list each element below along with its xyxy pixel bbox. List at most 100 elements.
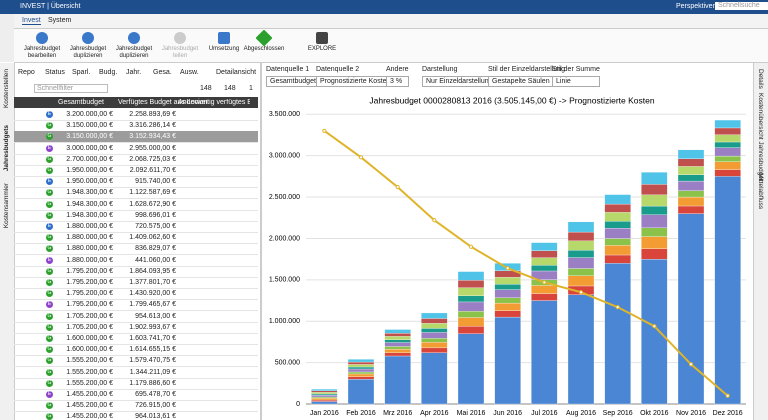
control: DarstellungNur Einzeldarstellung <box>422 66 497 87</box>
filter-dropdown[interactable]: Sparl. <box>72 69 90 76</box>
table-row[interactable]: G1.705.200,00 €1.902.993,67 € <box>14 322 258 334</box>
side-tab[interactable]: Kostenübersicht Jahresbudget <box>757 93 764 181</box>
status-icon: G <box>46 324 53 331</box>
filter-dropdown[interactable]: Jahr. <box>126 69 141 76</box>
bar-segment <box>605 204 631 212</box>
status-icon: G <box>46 380 53 387</box>
line-point <box>359 156 362 159</box>
button-label: Jahresbudget duplizieren <box>70 46 106 59</box>
table-row[interactable]: G2.700.000,00 €2.068.725,03 € <box>14 154 258 166</box>
control-select[interactable]: Nur Einzeldarstellung <box>422 76 497 87</box>
quick-filter[interactable]: Schnellfilter <box>34 84 108 93</box>
bar-segment <box>385 330 411 334</box>
x-tick-label: Sep 2016 <box>603 410 633 417</box>
table-row[interactable]: G1.795.200,00 €1.864.093,95 € <box>14 266 258 278</box>
bar-segment <box>641 228 667 237</box>
side-tab[interactable]: Jahresbudgets <box>3 125 10 171</box>
table-row[interactable]: G1.950.000,00 €2.092.611,70 € <box>14 165 258 177</box>
control-select[interactable]: Gesamtbudget <box>266 76 320 87</box>
tab[interactable]: Invest <box>22 17 41 25</box>
table-row[interactable]: E1.880.000,00 €720.575,00 € <box>14 221 258 233</box>
line-point <box>579 291 582 294</box>
bar-segment <box>311 394 337 395</box>
bar-segment <box>495 290 521 298</box>
cell: 1.880.000,00 € <box>66 234 113 241</box>
bar-segment <box>678 214 704 404</box>
bar-segment <box>458 288 484 296</box>
side-tab[interactable]: Details <box>757 69 764 89</box>
count: 1 <box>249 85 253 92</box>
table-row[interactable]: G1.600.000,00 €1.603.741,70 € <box>14 333 258 345</box>
view-select[interactable]: Detailansicht <box>216 69 256 76</box>
table-row[interactable]: G1.455.200,00 €964.013,61 € <box>14 411 258 420</box>
table-row[interactable]: E1.950.000,00 €915.740,00 € <box>14 176 258 188</box>
bar-segment <box>531 258 557 266</box>
control-select[interactable]: Linie <box>552 76 600 87</box>
table-row[interactable]: G1.555.200,00 €1.179.886,60 € <box>14 378 258 390</box>
filter-dropdown[interactable]: Ausw. <box>180 69 199 76</box>
table-row[interactable]: E1.880.000,00 €441.060,00 € <box>14 255 258 267</box>
column-header[interactable]: Gesamtbudget <box>58 99 104 106</box>
table-row[interactable]: G3.150.000,00 €3.316.286,14 € <box>14 120 258 132</box>
control-select[interactable]: 3 % <box>386 76 409 87</box>
table-row[interactable]: G1.555.200,00 €1.579.470,75 € <box>14 355 258 367</box>
status-icon: G <box>46 413 53 420</box>
table-row[interactable]: G1.795.200,00 €1.377.801,70 € <box>14 277 258 289</box>
table-row[interactable]: G1.795.200,00 €1.430.920,00 € <box>14 288 258 300</box>
bar-segment <box>568 250 594 257</box>
table-row[interactable]: G1.600.000,00 €1.614.655,15 € <box>14 344 258 356</box>
ribbon-button[interactable]: Jahresbudget duplizieren <box>66 32 110 60</box>
ribbon-button[interactable]: Jahresbudget bearbeiten <box>20 32 64 60</box>
bar-segment <box>605 263 631 404</box>
ribbon-button[interactable]: Umsetzung <box>202 32 246 53</box>
table-row[interactable]: E1.795.200,00 €1.799.465,67 € <box>14 299 258 311</box>
cell: 2.700.000,00 € <box>66 156 113 163</box>
status-icon: G <box>46 167 53 174</box>
ribbon-button[interactable]: Jahresbudget teilen <box>158 32 202 60</box>
table-row[interactable]: G1.948.300,00 €998.696,01 € <box>14 210 258 222</box>
table-row[interactable]: G1.880.000,00 €1.409.062,60 € <box>14 232 258 244</box>
filter-dropdown[interactable]: Repo <box>18 69 35 76</box>
filter-dropdown[interactable]: Gesa. <box>153 69 172 76</box>
bar-segment <box>348 369 374 372</box>
status-icon: G <box>46 402 53 409</box>
filter-dropdown[interactable]: Status <box>45 69 65 76</box>
cell: 1.795.200,00 € <box>66 301 113 308</box>
control: Andere3 % <box>386 66 409 87</box>
cell: 3.150.000,00 € <box>66 122 113 129</box>
cell: 2.092.611,70 € <box>130 167 176 174</box>
bar-segment <box>605 245 631 255</box>
side-tab[interactable]: Kostenstellen <box>3 69 10 108</box>
bar-segment <box>715 176 741 404</box>
table-row[interactable]: G1.455.200,00 €726.915,00 € <box>14 400 258 412</box>
bar-segment <box>421 332 447 338</box>
table-row[interactable]: G1.880.000,00 €836.829,07 € <box>14 243 258 255</box>
control-select[interactable]: Prognostizierte Kosten <box>316 76 394 87</box>
side-tab[interactable]: Mittelabfluss <box>757 173 764 209</box>
tab[interactable]: System <box>48 17 71 24</box>
table-row[interactable]: G3.150.000,00 €3.152.934,43 € <box>14 131 258 143</box>
bar-segment <box>495 311 521 317</box>
column-header[interactable]: Anderweitig verfügtes Budget <box>178 99 250 106</box>
bar-segment <box>641 249 667 259</box>
y-tick-label: 2.000.000 <box>269 235 300 242</box>
bar-segment <box>531 301 557 404</box>
filter-dropdown[interactable]: Budg. <box>99 69 117 76</box>
side-tab[interactable]: Kostensammler <box>3 183 10 228</box>
table-row[interactable]: G1.705.200,00 €954.613,00 € <box>14 311 258 323</box>
table-row[interactable]: E1.455.200,00 €695.478,70 € <box>14 389 258 401</box>
cell: 1.579.470,75 € <box>129 357 176 364</box>
button-label: Jahresbudget bearbeiten <box>24 46 60 59</box>
bar-segment <box>421 313 447 319</box>
table-row[interactable]: E3.000.000,00 €2.955.000,00 € <box>14 143 258 155</box>
cell: 1.122.587,69 € <box>129 189 176 196</box>
cell: 1.880.000,00 € <box>66 245 113 252</box>
table-row[interactable]: G1.948.300,00 €1.122.587,69 € <box>14 187 258 199</box>
table-row[interactable]: E3.200.000,00 €2.258.893,69 € <box>14 109 258 121</box>
ribbon-button[interactable]: Jahresbudget duplizieren <box>112 32 156 60</box>
x-tick-label: Apr 2016 <box>420 410 449 417</box>
table-row[interactable]: G1.555.200,00 €1.344.211,09 € <box>14 367 258 379</box>
table-row[interactable]: G1.948.300,00 €1.628.672,90 € <box>14 199 258 211</box>
bar-segment <box>678 181 704 191</box>
cell: 1.795.200,00 € <box>66 279 113 286</box>
